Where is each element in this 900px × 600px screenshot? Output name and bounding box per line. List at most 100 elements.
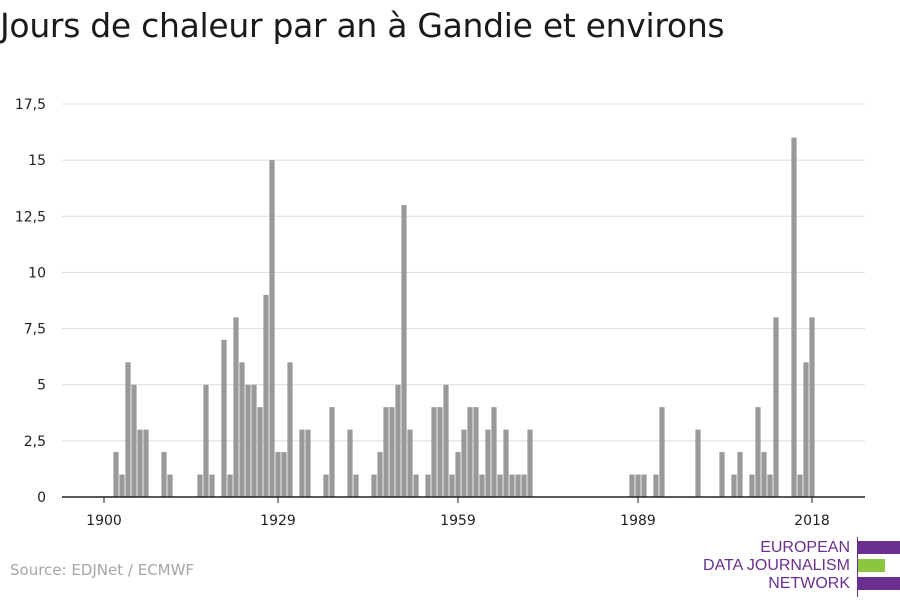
bar: [719, 452, 725, 497]
bar: [635, 474, 641, 497]
x-tick-label: 1900: [86, 513, 122, 529]
bars-group: [113, 137, 815, 497]
bar: [527, 429, 533, 497]
x-tick-label: 1929: [260, 513, 296, 529]
bar: [233, 317, 239, 497]
bar: [515, 474, 521, 497]
bar: [287, 362, 293, 497]
bar: [401, 205, 407, 497]
bar: [113, 452, 119, 497]
bar: [143, 429, 149, 497]
bar: [737, 452, 743, 497]
bar: [413, 474, 419, 497]
bar: [131, 384, 137, 497]
y-tick-label: 7,5: [24, 322, 46, 338]
bar: [167, 474, 173, 497]
bar: [479, 474, 485, 497]
y-axis-ticks: 0 2,5 5 7,5 10 12,5 15 17,5: [15, 97, 46, 506]
bar: [467, 407, 473, 497]
logo-bar-top: [858, 541, 900, 554]
bar: [659, 407, 665, 497]
bar-chart: 0 2,5 5 7,5 10 12,5 15 17,5 1900 1929 1959 1989 201…: [15, 97, 865, 529]
bar: [353, 474, 359, 497]
bar: [491, 407, 497, 497]
bar: [239, 362, 245, 497]
bar: [503, 429, 509, 497]
bar: [227, 474, 233, 497]
bar: [761, 452, 767, 497]
bar: [797, 474, 803, 497]
bar: [485, 429, 491, 497]
bar: [653, 474, 659, 497]
bar: [137, 429, 143, 497]
bar: [245, 384, 251, 497]
x-tick-label: 1989: [620, 513, 656, 529]
bar: [281, 452, 287, 497]
bar: [437, 407, 443, 497]
bar: [329, 407, 335, 497]
logo-line-3: NETWORK: [768, 575, 850, 592]
bar: [407, 429, 413, 497]
bar: [389, 407, 395, 497]
logo-separator: [857, 537, 858, 597]
bar: [347, 429, 353, 497]
y-tick-label: 12,5: [15, 209, 46, 225]
bar: [125, 362, 131, 497]
bar: [323, 474, 329, 497]
bar: [425, 474, 431, 497]
bar: [473, 407, 479, 497]
logo-bar-bottom: [858, 577, 900, 590]
bar: [299, 429, 305, 497]
source-note: Source: EDJNet / ECMWF: [10, 561, 195, 579]
bar: [209, 474, 215, 497]
bar: [257, 407, 263, 497]
bar: [521, 474, 527, 497]
bar: [449, 474, 455, 497]
bar: [809, 317, 815, 497]
bar: [305, 429, 311, 497]
bar: [263, 294, 269, 497]
logo-line-2: DATA JOURNALISM: [703, 557, 850, 574]
bar: [197, 474, 203, 497]
bar: [767, 474, 773, 497]
bar: [431, 407, 437, 497]
edjnet-logo: EUROPEAN DATA JOURNALISM NETWORK: [700, 537, 900, 597]
bar: [791, 137, 797, 497]
y-tick-label: 15: [28, 153, 46, 169]
bar: [773, 317, 779, 497]
bar: [251, 384, 257, 497]
bar: [455, 452, 461, 497]
logo-bar-middle: [858, 559, 885, 572]
bar: [497, 474, 503, 497]
bar: [695, 429, 701, 497]
bar: [749, 474, 755, 497]
bar: [509, 474, 515, 497]
y-tick-label: 0: [37, 490, 46, 506]
y-tick-label: 10: [28, 265, 46, 281]
gridlines: [62, 103, 865, 442]
bar: [221, 339, 227, 497]
bar: [395, 384, 401, 497]
bar: [275, 452, 281, 497]
logo-line-1: EUROPEAN: [760, 539, 850, 556]
chart-title: Jours de chaleur par an à Gandie et envi…: [0, 6, 725, 45]
bar: [377, 452, 383, 497]
y-tick-label: 5: [37, 378, 46, 394]
bar: [161, 452, 167, 497]
bar: [203, 384, 209, 497]
bar: [119, 474, 125, 497]
bar: [731, 474, 737, 497]
y-tick-label: 17,5: [15, 97, 46, 113]
bar: [383, 407, 389, 497]
bar: [629, 474, 635, 497]
bar: [803, 362, 809, 497]
bar: [443, 384, 449, 497]
x-tick-label: 1959: [440, 513, 476, 529]
bar: [371, 474, 377, 497]
x-tick-label: 2018: [794, 513, 830, 529]
bar: [461, 429, 467, 497]
y-tick-label: 2,5: [24, 434, 46, 450]
bar: [755, 407, 761, 497]
bar: [641, 474, 647, 497]
x-axis-ticks: 1900 1929 1959 1989 2018: [86, 497, 830, 529]
